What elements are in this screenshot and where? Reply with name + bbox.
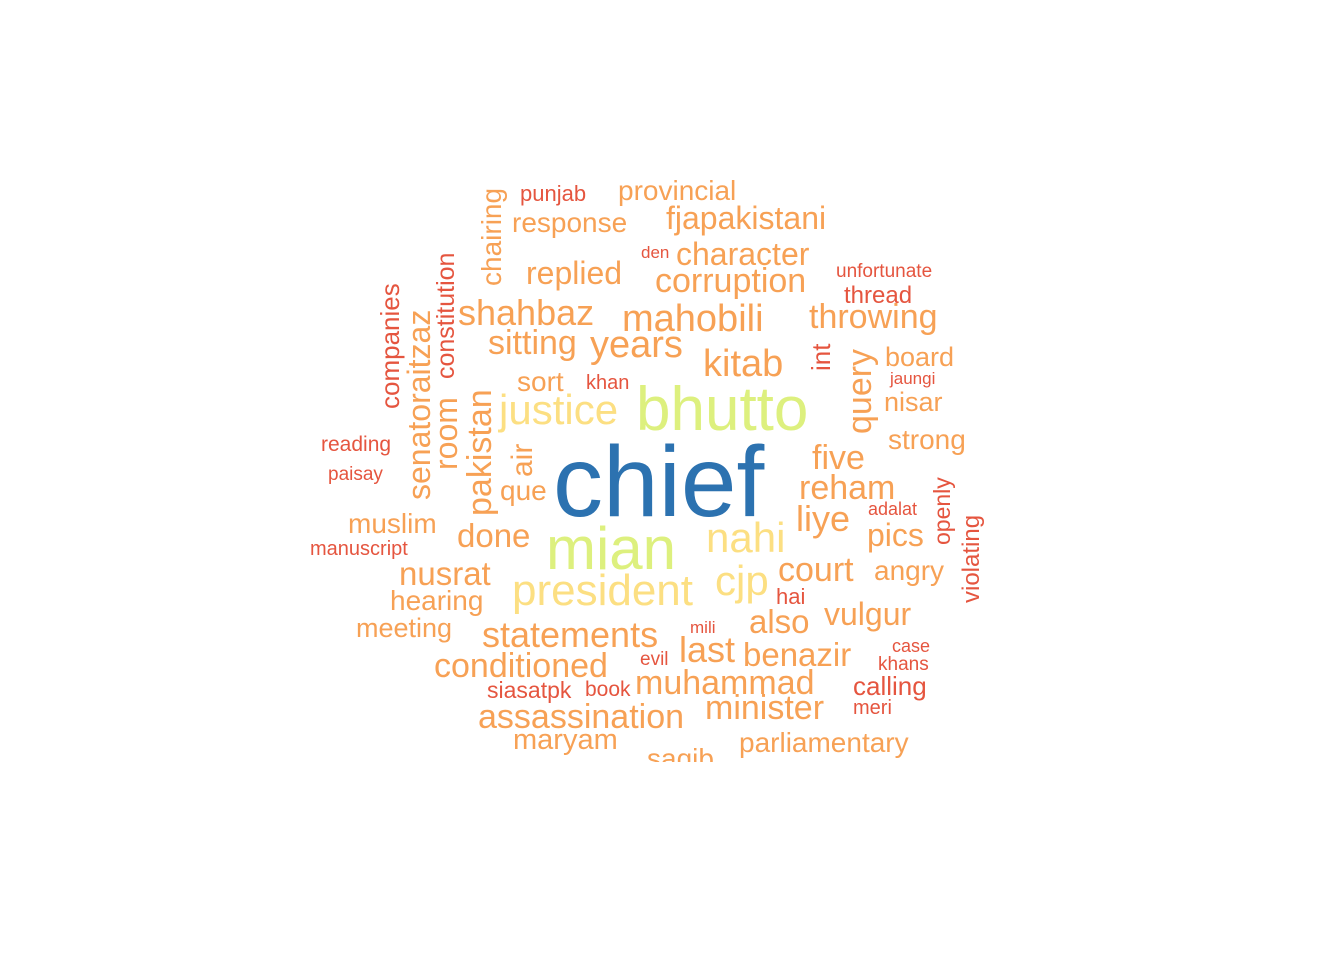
word-sort: sort [517, 366, 564, 397]
word-int: int [806, 343, 836, 371]
word-justice: justice [499, 386, 619, 433]
word-conditioned: conditioned [434, 647, 608, 685]
word-cjp: cjp [715, 557, 769, 604]
word-provincial: provincial [618, 175, 737, 206]
word-room: room [428, 397, 464, 470]
word-cloud-area: chief bhutto mian president justice nahi cjp ma… [310, 175, 985, 763]
word-nisar: nisar [884, 387, 943, 417]
word-punjab: punjab [520, 181, 587, 206]
word-jaungi: jaungi [890, 369, 936, 388]
word-thread: thread [844, 282, 913, 309]
word-nahi: nahi [706, 514, 786, 561]
word-air: air [506, 443, 539, 477]
word-mili: mili [690, 618, 716, 637]
word-pics: pics [867, 517, 924, 553]
word-chairing: chairing [476, 187, 507, 286]
word-board: board [885, 342, 955, 372]
word-kitab: kitab [703, 343, 784, 385]
word-openly: openly [929, 477, 955, 545]
word-muhammad: muhammad [635, 664, 815, 702]
word-minister: minister [705, 689, 825, 727]
word-que: que [500, 475, 547, 506]
word-query: query [841, 348, 879, 434]
word-hai: hai [776, 584, 806, 609]
word-years: years [590, 324, 683, 366]
word-meeting: meeting [356, 613, 453, 643]
word-companies: companies [375, 283, 405, 409]
word-den: den [641, 243, 670, 262]
word-angry: angry [874, 555, 945, 586]
word-character: character [676, 236, 810, 272]
word-parliamentary: parliamentary [739, 727, 909, 758]
word-constitution: constitution [432, 252, 460, 379]
word-fjapakistani: fjapakistani [666, 200, 827, 236]
word-mian: mian [546, 515, 677, 582]
word-siasatpk: siasatpk [487, 677, 572, 703]
word-five: five [812, 439, 865, 477]
word-hearing: hearing [390, 585, 484, 616]
word-muslim: muslim [348, 508, 437, 539]
word-also: also [749, 603, 810, 640]
word-adalat: adalat [868, 499, 918, 519]
word-nusrat: nusrat [399, 555, 491, 592]
word-benazir: benazir [743, 636, 852, 673]
word-evil: evil [640, 649, 669, 670]
word-maryam: maryam [513, 724, 618, 756]
word-chief: chief [553, 426, 765, 538]
word-paisay: paisay [328, 464, 383, 485]
word-last: last [679, 629, 736, 670]
word-liye: liye [796, 498, 851, 539]
word-sitting: sitting [488, 324, 577, 362]
word-throwing: throwing [809, 298, 938, 336]
word-meri: meri [853, 697, 892, 719]
word-strong: strong [888, 424, 966, 455]
word-book: book [585, 678, 631, 701]
word-bhutto: bhutto [636, 375, 809, 444]
word-saqib: saqib [647, 743, 714, 763]
word-mahobili: mahobili [622, 298, 764, 340]
word-statements: statements [482, 614, 659, 655]
word-khans: khans [878, 654, 929, 675]
word-reham: reham [799, 469, 896, 507]
word-violating: violating [958, 514, 985, 603]
word-replied: replied [526, 255, 623, 291]
word-khan: khan [586, 372, 630, 394]
word-response: response [512, 207, 628, 238]
word-done: done [457, 517, 531, 554]
word-unfortunate: unfortunate [836, 261, 933, 282]
word-president: president [512, 566, 694, 615]
word-calling: calling [853, 671, 927, 701]
word-court: court [778, 551, 854, 589]
word-pakistan: pakistan [461, 389, 499, 516]
word-vulgur: vulgur [824, 596, 912, 632]
word-case: case [892, 636, 931, 656]
word-manuscript: manuscript [310, 538, 408, 560]
word-assassination: assassination [478, 698, 685, 736]
word-reading: reading [321, 433, 392, 456]
word-shahbaz: shahbaz [458, 292, 595, 333]
word-corruption: corruption [655, 262, 807, 300]
